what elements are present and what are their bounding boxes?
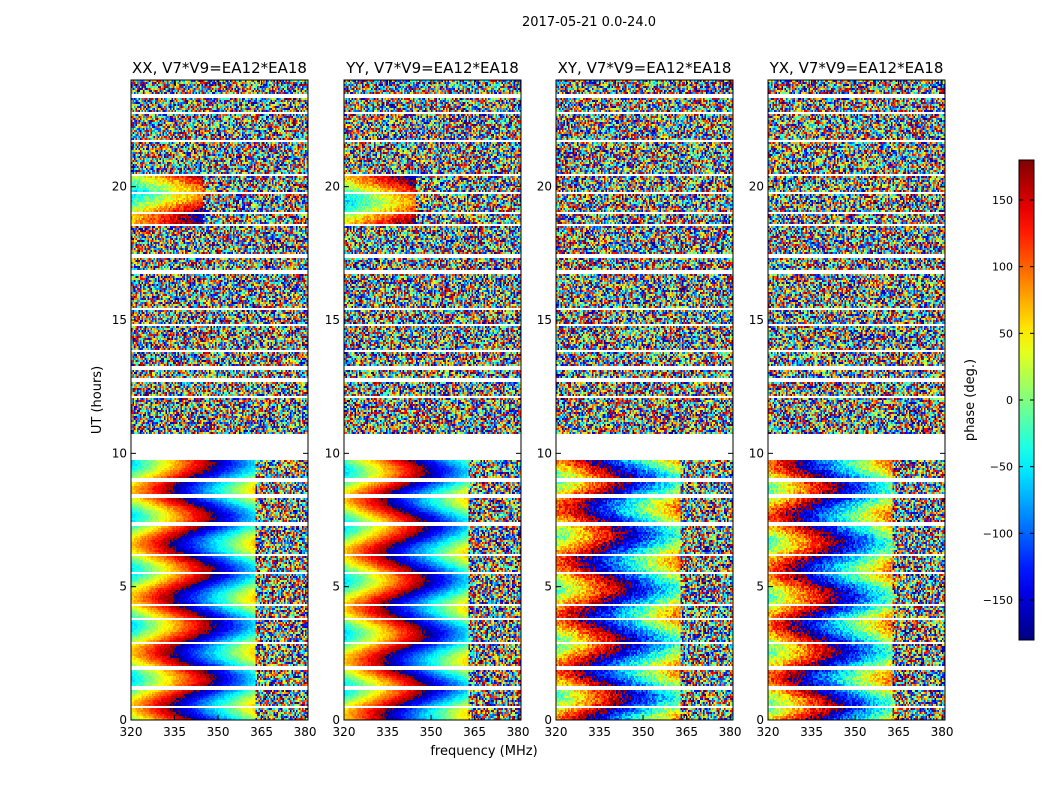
x-tick-label-0-335: 335 [163,725,186,739]
y-tick-label-1-5: 5 [332,580,340,594]
panel-title-2: XY, V7*V9=EA12*EA18 [558,59,732,77]
y-tick-label-3-15: 15 [749,313,764,327]
axes-frame-2 [555,79,734,721]
axes-frame-1 [343,79,522,721]
heatmap-image-0 [131,80,308,720]
y-tick-label-2-0: 0 [544,713,552,727]
panels: XX, V7*V9=EA12*EA18 320 335 350 365 380 0 5 10 15… [112,59,954,739]
y-axis-label: UT (hours) [90,366,105,434]
x-tick-label-2-320: 320 [545,725,568,739]
y-tick-label-3-0: 0 [756,713,764,727]
x-tick-label-1-350: 350 [420,725,443,739]
heatmap-image-2 [556,80,733,720]
colorbar-tick-label-50: 50 [999,327,1013,340]
x-tick-label-1-380: 380 [507,725,530,739]
y-tick-label-1-0: 0 [332,713,340,727]
x-tick-label-1-365: 365 [463,725,486,739]
x-tick-label-2-380: 380 [719,725,742,739]
x-tick-label-3-365: 365 [887,725,910,739]
colorbar-tick-label-0: 0 [1006,394,1013,407]
axes-frame-0 [130,79,309,721]
panel-2: XY, V7*V9=EA12*EA18 320 335 350 365 380 0 5 10 15… [537,59,742,739]
colorbar-tick-label--100: −100 [983,527,1013,540]
x-tick-label-3-350: 350 [844,725,867,739]
colorbar-tick-label-100: 100 [992,261,1013,274]
y-tick-label-2-15: 15 [537,313,552,327]
x-tick-label-1-335: 335 [376,725,399,739]
heatmap-image-1 [344,80,521,720]
axes-frame-3 [767,79,946,721]
panel-3: YX, V7*V9=EA12*EA18 320 335 350 365 380 0 5 10 15… [749,59,954,739]
x-tick-label-0-365: 365 [250,725,273,739]
y-tick-label-2-10: 10 [537,446,552,460]
colorbar: −150 −100 −50 0 50 100 150 [983,159,1035,641]
x-tick-label-2-350: 350 [632,725,655,739]
colorbar-tick-label--50: −50 [990,461,1013,474]
y-tick-label-2-20: 20 [537,180,552,194]
x-tick-label-3-335: 335 [800,725,823,739]
x-axis-label: frequency (MHz) [430,744,537,759]
heatmap-image-3 [768,80,945,720]
y-tick-label-1-20: 20 [325,180,340,194]
panel-0: XX, V7*V9=EA12*EA18 320 335 350 365 380 0 5 10 15… [112,59,317,739]
y-tick-label-0-5: 5 [119,580,127,594]
y-tick-label-0-20: 20 [112,180,127,194]
y-tick-label-1-10: 10 [325,446,340,460]
y-tick-label-0-10: 10 [112,446,127,460]
y-tick-label-3-10: 10 [749,446,764,460]
colorbar-tick-label-150: 150 [992,194,1013,207]
x-tick-label-2-365: 365 [675,725,698,739]
y-tick-label-3-5: 5 [756,580,764,594]
x-tick-label-3-320: 320 [757,725,780,739]
panel-title-3: YX, V7*V9=EA12*EA18 [769,59,944,77]
y-tick-label-0-0: 0 [119,713,127,727]
x-tick-label-0-320: 320 [120,725,143,739]
colorbar-tick-label--150: −150 [983,594,1013,607]
y-tick-label-3-20: 20 [749,180,764,194]
y-tick-label-0-15: 15 [112,313,127,327]
x-tick-label-0-380: 380 [294,725,317,739]
panel-title-1: YY, V7*V9=EA12*EA18 [345,59,519,77]
y-tick-label-1-15: 15 [325,313,340,327]
x-tick-label-1-320: 320 [333,725,356,739]
colorbar-label: phase (deg.) [963,359,978,441]
x-tick-label-2-335: 335 [588,725,611,739]
x-tick-label-3-380: 380 [931,725,954,739]
panel-1: YY, V7*V9=EA12*EA18 320 335 350 365 380 0 5 10 15… [325,59,530,739]
figure-suptitle: 2017-05-21 0.0-24.0 [522,15,656,30]
panel-title-0: XX, V7*V9=EA12*EA18 [132,59,307,77]
x-tick-label-0-350: 350 [207,725,230,739]
y-tick-label-2-5: 5 [544,580,552,594]
